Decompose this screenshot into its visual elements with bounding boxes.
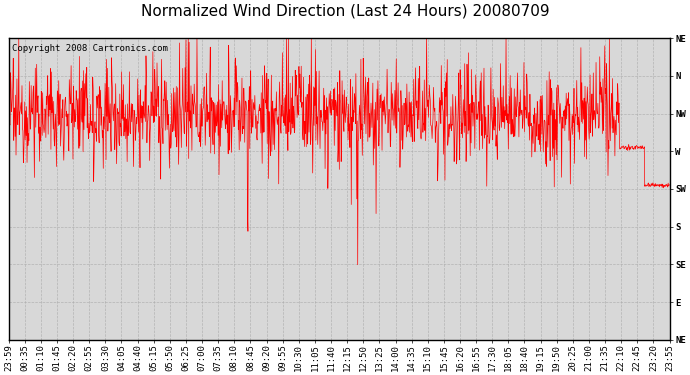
Text: Normalized Wind Direction (Last 24 Hours) 20080709: Normalized Wind Direction (Last 24 Hours… [141,4,549,19]
Text: Copyright 2008 Cartronics.com: Copyright 2008 Cartronics.com [12,44,168,53]
